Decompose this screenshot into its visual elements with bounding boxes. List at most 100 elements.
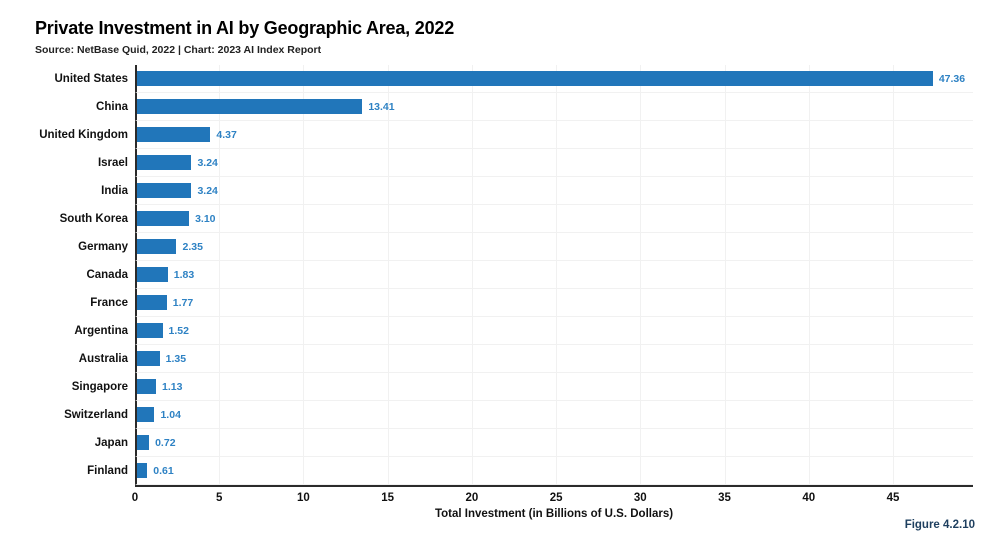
category-label: United States: [54, 73, 129, 85]
bar-area: 3.10: [135, 205, 973, 233]
x-tick-label: 40: [802, 492, 816, 504]
category-label: Canada: [86, 269, 128, 281]
bar-area: 3.24: [135, 149, 973, 177]
bar-row: United States 47.36: [0, 65, 973, 93]
bar: [137, 211, 190, 226]
bar-row: Singapore 1.13: [0, 373, 973, 401]
value-label: 13.41: [368, 100, 395, 113]
category-label: France: [90, 297, 128, 309]
chart-title: Private Investment in AI by Geographic A…: [35, 18, 455, 38]
bar-area: 3.24: [135, 177, 973, 205]
bar-area: 1.04: [135, 401, 973, 429]
value-label: 1.83: [173, 268, 195, 281]
value-label: 47.36: [938, 72, 966, 85]
bar-row: South Korea 3.10: [0, 205, 973, 233]
bar-row: Germany 2.35: [0, 233, 973, 261]
category-label: United Kingdom: [39, 129, 128, 141]
bar-row: France 1.77: [0, 289, 973, 317]
x-tick-label: 25: [549, 492, 563, 504]
value-label: 1.52: [168, 324, 189, 337]
x-tick-label: 10: [297, 492, 310, 504]
category-label: Finland: [87, 465, 128, 477]
value-label: 1.13: [161, 380, 183, 393]
x-axis-title: Total Investment (in Billions of U.S. Do…: [434, 508, 674, 520]
bar-area: 2.35: [135, 233, 973, 261]
bar: [137, 463, 148, 478]
category-label: India: [101, 185, 128, 197]
x-tick-label: 0: [131, 492, 139, 504]
bar: [137, 267, 168, 282]
x-axis-ticks: 0 5 10 15 20 25 30 35 40 45: [131, 492, 973, 506]
bar-area: 1.35: [135, 345, 973, 373]
bar: [137, 127, 211, 142]
chart-source: Source: NetBase Quid, 2022 | Chart: 2023…: [35, 44, 322, 56]
x-tick-label: 15: [381, 492, 395, 504]
x-tick-label: 5: [216, 492, 223, 504]
vertical-gridline: [556, 65, 558, 485]
value-label: 3.24: [197, 184, 218, 197]
value-label: 0.72: [155, 436, 176, 449]
plot-area: United States 47.36 China 13.41 United K…: [0, 65, 973, 504]
x-tick-label: 45: [886, 492, 900, 504]
bar: [137, 71, 933, 86]
figure-label: Figure 4.2.10: [904, 519, 975, 531]
vertical-gridline: [471, 65, 473, 485]
category-label: Japan: [94, 437, 128, 449]
vertical-gridline: [303, 65, 305, 485]
value-label: 1.35: [165, 352, 187, 365]
bar-row: India 3.24: [0, 177, 973, 205]
bar: [137, 239, 177, 254]
bar: [137, 435, 150, 450]
bar-area: 1.52: [135, 317, 973, 345]
value-label: 3.24: [197, 156, 218, 169]
category-label: Switzerland: [64, 409, 128, 421]
vertical-gridline: [808, 65, 810, 485]
bar-area: 1.77: [135, 289, 973, 317]
x-tick-label: 35: [718, 492, 731, 504]
bar-row: Finland 0.61: [0, 457, 973, 485]
value-label: 4.37: [216, 128, 237, 141]
bar: [137, 407, 155, 422]
bar: [137, 99, 363, 114]
vertical-gridline: [724, 65, 726, 485]
category-label: Israel: [97, 157, 128, 169]
bar-area: 0.72: [135, 429, 973, 457]
category-label: Argentina: [74, 325, 128, 337]
category-label: Singapore: [71, 381, 128, 393]
value-label: 3.10: [195, 212, 216, 225]
bar-row: Switzerland 1.04: [0, 401, 973, 429]
bar-row: Israel 3.24: [0, 149, 973, 177]
bar: [137, 295, 167, 310]
bar-row: China 13.41: [0, 93, 973, 121]
vertical-gridline: [387, 65, 389, 485]
category-label: South Korea: [59, 213, 128, 225]
bar: [137, 379, 156, 394]
bar-area: 0.61: [135, 457, 973, 485]
value-label: 0.61: [153, 464, 174, 477]
bar-area: 1.83: [135, 261, 973, 289]
bar: [137, 351, 160, 366]
vertical-gridline: [892, 65, 894, 485]
bar-area: 1.13: [135, 373, 973, 401]
category-label: Germany: [78, 241, 128, 253]
bar: [137, 155, 192, 170]
bar-area: 13.41: [135, 93, 973, 121]
category-label: Australia: [78, 353, 128, 365]
x-tick-label: 30: [633, 492, 647, 504]
bar: [137, 183, 192, 198]
bar-area: 47.36: [135, 65, 973, 93]
gridlines: [135, 65, 973, 485]
vertical-gridline: [219, 65, 221, 485]
bar-rows: United States 47.36 China 13.41 United K…: [0, 65, 973, 485]
x-tick-label: 20: [465, 492, 479, 504]
value-label: 1.04: [160, 408, 181, 421]
bar-row: Japan 0.72: [0, 429, 973, 457]
vertical-gridline: [640, 65, 642, 485]
bar-row: Argentina 1.52: [0, 317, 973, 345]
bar-row: Australia 1.35: [0, 345, 973, 373]
bar: [137, 323, 163, 338]
value-label: 1.77: [172, 296, 194, 309]
category-label: China: [96, 101, 128, 113]
bar-area: 4.37: [135, 121, 973, 149]
